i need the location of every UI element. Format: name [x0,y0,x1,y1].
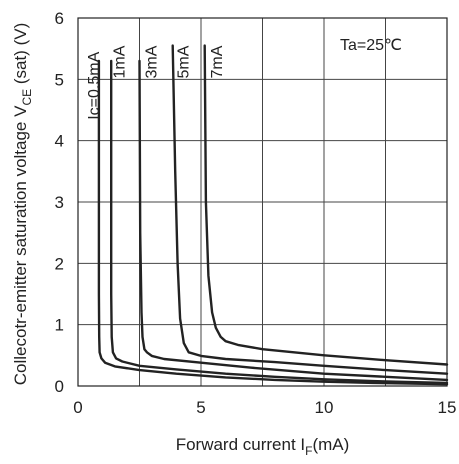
series-label-3: 3mA [144,45,161,78]
y-tick-label: 6 [55,9,64,28]
series-labels: Ic=0.5mA 1mA 3mA 5mA 7mA [86,45,226,119]
series-label-2: 1mA [112,45,129,78]
series-label-1: Ic=0.5mA [86,51,103,119]
series-curve-3 [138,59,449,382]
y-axis-label-subscript: CE [20,89,34,106]
series-curve-4 [171,44,449,375]
y-axis-label: Collecotr-emitter saturation voltage VCE… [11,23,34,385]
grid-lines [78,18,447,386]
y-tick-label: 1 [55,316,64,335]
y-tick-label: 2 [55,254,64,273]
x-tick-label: 10 [315,398,334,417]
tick-labels: 0 5 10 15 0 1 2 3 4 5 6 [55,9,457,417]
series-curve-2 [110,59,449,385]
y-axis-label-main: Collecotr-emitter saturation voltage V [11,105,30,385]
x-axis-label-main: Forward current I [176,435,305,454]
y-tick-label: 5 [55,70,64,89]
series-curves [97,44,449,386]
y-axis-label-unit: (sat) (V) [11,23,30,89]
series-label-4: 5mA [176,45,193,78]
y-tick-label: 4 [55,132,64,151]
x-axis-label-subscript: F [305,444,312,458]
series-curve-5 [203,44,449,366]
x-tick-label: 0 [73,398,82,417]
series-label-5: 7mA [209,45,226,78]
series-curve-1 [97,59,449,386]
x-axis-label-unit: (mA) [312,435,349,454]
temperature-annotation: Ta=25℃ [340,37,402,54]
y-tick-label: 3 [55,193,64,212]
x-tick-label: 5 [196,398,205,417]
x-tick-label: 15 [438,398,457,417]
x-axis-label: Forward current IF(mA) [176,435,350,458]
plot-frame [77,17,448,387]
y-tick-label: 0 [55,377,64,396]
